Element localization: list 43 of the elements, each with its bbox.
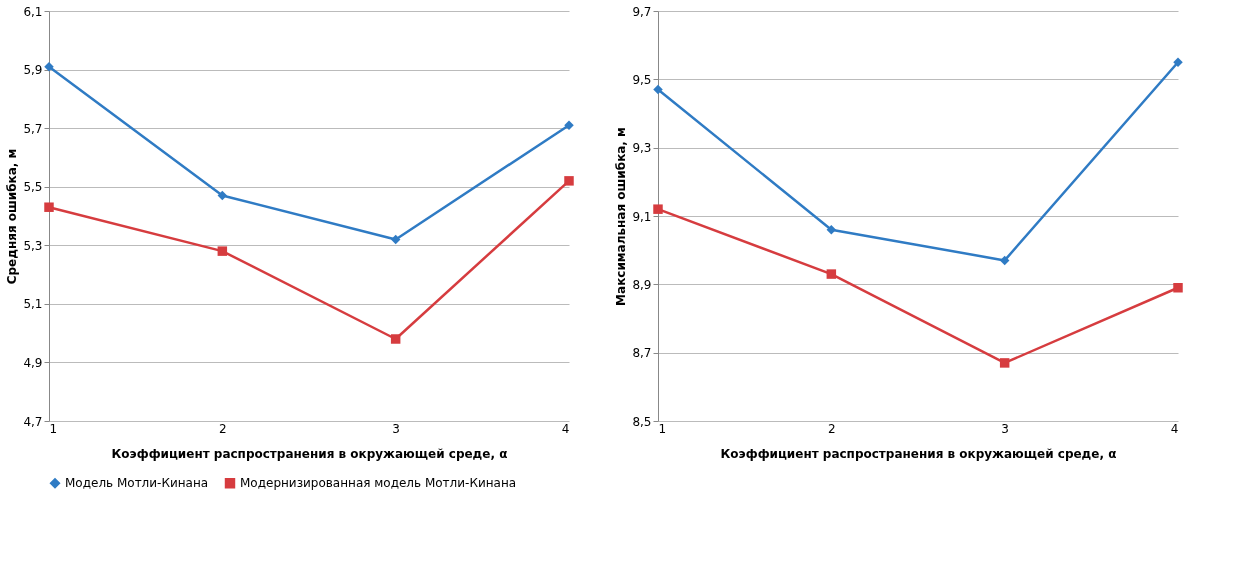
y-axis-title: Максимальная ошибка, м — [614, 127, 629, 306]
x-tick-label: 1 — [49, 421, 58, 436]
point — [44, 61, 54, 72]
point — [44, 202, 54, 212]
point — [999, 358, 1010, 368]
point — [826, 269, 837, 279]
point — [1173, 283, 1183, 293]
y-tick-label: 5,3 — [23, 238, 43, 253]
y-tick-label: 8,9 — [632, 277, 652, 292]
point — [390, 334, 401, 344]
y-tick-label: 6,1 — [23, 4, 43, 19]
x-axis-title: Коэффициент распространения в окружающей среде, α — [720, 446, 1117, 461]
x-axis-title: Коэффициент распространения в окружающей среде, α — [111, 446, 508, 461]
y-tick-label: 9,7 — [632, 4, 652, 19]
y-tick-label: 8,5 — [632, 414, 652, 429]
y-tick-label: 4,7 — [23, 414, 43, 429]
y-tick-label: 5,5 — [23, 180, 43, 195]
point — [564, 176, 574, 186]
point — [653, 204, 663, 214]
x-tick-label: 4 — [1170, 421, 1179, 436]
y-tick-label: 9,5 — [632, 72, 652, 87]
x-tick-label: 2 — [219, 421, 227, 436]
x-tick-label: 1 — [658, 421, 667, 436]
x-tick-label: 2 — [828, 421, 836, 436]
y-tick-label: 9,3 — [632, 141, 652, 156]
x-tick-label: 3 — [1001, 421, 1009, 436]
legend-label: Модернизированная модель Мотли-Кинана — [240, 476, 517, 491]
y-tick-label: 8,7 — [632, 346, 652, 361]
legend-label: Модель Мотли-Кинана — [65, 476, 209, 491]
point — [999, 255, 1010, 266]
point — [653, 84, 663, 95]
y-axis-title: Средняя ошибка, м — [5, 148, 20, 285]
point — [217, 190, 228, 201]
y-tick-label: 9,1 — [632, 209, 652, 224]
x-tick-label: 4 — [561, 421, 570, 436]
y-tick-label: 5,7 — [23, 121, 43, 136]
y-tick-label: 5,9 — [23, 63, 43, 78]
point — [217, 246, 228, 256]
y-tick-label: 4,9 — [23, 355, 43, 370]
point — [826, 224, 837, 235]
y-tick-label: 5,1 — [23, 297, 43, 312]
point — [390, 234, 401, 245]
x-tick-label: 3 — [392, 421, 400, 436]
